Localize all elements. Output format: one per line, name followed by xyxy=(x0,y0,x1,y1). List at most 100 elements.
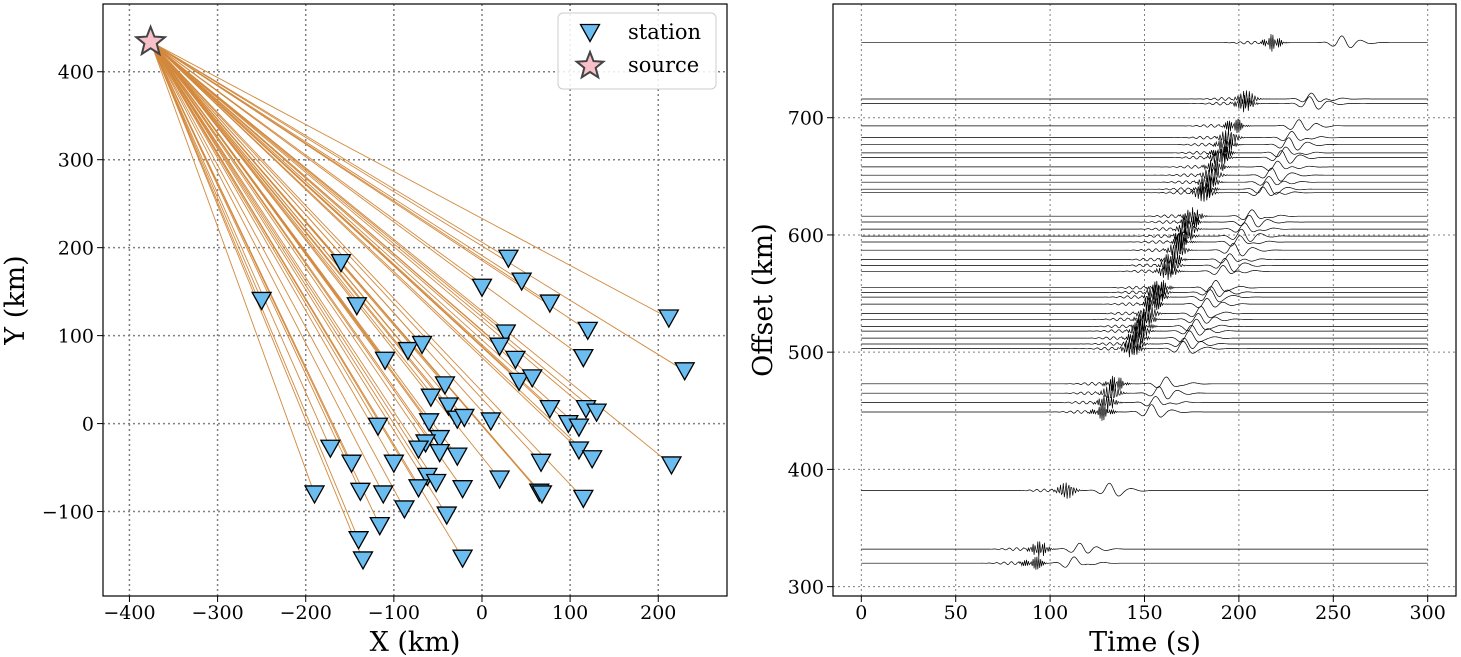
map-y-ticks: −100 0 100 200 300 400 xyxy=(42,62,103,524)
ray-path xyxy=(150,41,361,492)
station-marker xyxy=(504,350,527,370)
waveform-trace xyxy=(861,34,1428,52)
ray-path xyxy=(150,41,492,422)
station-marker xyxy=(531,485,553,505)
ray-path xyxy=(150,41,587,409)
map-x-tick-label: 0 xyxy=(476,602,488,624)
ray-path xyxy=(150,41,315,495)
station-marker xyxy=(429,443,451,463)
source-star xyxy=(133,24,168,57)
waveform-trace xyxy=(861,335,1428,352)
map-y-tick-label: 400 xyxy=(58,62,94,84)
legend-source-label: source xyxy=(628,53,699,77)
station-marker xyxy=(420,388,442,408)
ray-path xyxy=(150,41,419,450)
seismogram-x-tick-label: 0 xyxy=(855,602,867,624)
waveform-trace xyxy=(861,556,1428,570)
ray-path xyxy=(150,41,672,466)
seismogram-x-axis-label: Time (s) xyxy=(1089,627,1201,657)
station-marker xyxy=(330,253,352,273)
waveform-trace xyxy=(861,129,1428,146)
waveform-trace xyxy=(861,181,1428,197)
seismogram-grid xyxy=(833,4,1456,596)
seismogram-y-tick-label: 500 xyxy=(788,342,824,364)
legend-station-label: station xyxy=(628,20,701,44)
ray-path xyxy=(150,41,437,483)
waveform-trace xyxy=(861,288,1428,305)
waveform-trace xyxy=(861,339,1428,358)
waveform-trace xyxy=(861,233,1428,251)
station-marker xyxy=(251,291,273,311)
waveform-trace xyxy=(861,258,1428,275)
station-marker xyxy=(349,482,371,502)
waveform-trace xyxy=(861,322,1428,339)
waveform-trace xyxy=(861,280,1428,296)
seismogram-y-tick-label: 300 xyxy=(788,577,824,599)
ray-path xyxy=(150,41,500,480)
station-marker xyxy=(530,453,552,473)
waveform-trace xyxy=(861,311,1428,329)
station-marker xyxy=(572,489,594,509)
waveform-trace xyxy=(861,482,1428,499)
station-marker xyxy=(539,399,561,419)
waveform-trace xyxy=(861,118,1428,134)
waveform-trace xyxy=(861,375,1428,392)
map-x-tick-label: −400 xyxy=(103,602,155,624)
waveform-trace xyxy=(861,227,1428,245)
ray-path xyxy=(150,41,448,516)
seismogram-x-tick-label: 150 xyxy=(1126,602,1162,624)
station-marker xyxy=(495,324,517,344)
station-marker xyxy=(480,412,502,432)
station-marker xyxy=(319,439,341,459)
map-x-ticks: −400 −300 −200 −100 0 100 200 xyxy=(103,596,676,624)
ray-path xyxy=(150,41,588,331)
seismogram-x-ticks: 0 50 100 150 200 250 300 xyxy=(855,596,1446,624)
waveform-trace xyxy=(861,285,1428,301)
ray-path xyxy=(150,41,463,559)
legend-station-marker xyxy=(579,23,601,43)
map-y-tick-label: −100 xyxy=(42,502,94,524)
waveform-trace xyxy=(861,263,1428,281)
waveform-trace xyxy=(861,135,1428,153)
ray-path xyxy=(150,41,685,372)
legend: station source xyxy=(557,12,717,90)
seismogram-x-tick-label: 250 xyxy=(1315,602,1351,624)
station-marker xyxy=(539,294,561,314)
ray-path xyxy=(150,41,441,439)
ray-path xyxy=(150,41,458,457)
ray-path xyxy=(150,41,426,444)
station-marker xyxy=(383,454,405,474)
map-x-tick-label: 100 xyxy=(552,602,588,624)
station-marker xyxy=(369,516,391,536)
station-marker xyxy=(585,403,608,423)
station-marker xyxy=(425,473,447,493)
ray-path xyxy=(150,41,463,489)
station-marker xyxy=(437,397,460,417)
legend-station-entry: station xyxy=(579,20,701,44)
station-marker xyxy=(374,351,396,371)
ray-path xyxy=(150,41,580,428)
seismogram-y-tick-label: 700 xyxy=(788,108,824,130)
station-marker xyxy=(411,335,433,355)
ray-path xyxy=(150,41,522,282)
ray-path xyxy=(150,41,516,360)
station-marker xyxy=(397,341,419,361)
station-marker xyxy=(451,480,474,500)
source-marker xyxy=(133,24,168,57)
station-marker xyxy=(434,376,456,396)
seismogram-panel: 0 50 100 150 200 250 300 300 400 500 600 700 Time … xyxy=(748,3,1457,657)
ray-path xyxy=(150,41,381,526)
waveform-trace xyxy=(861,304,1428,321)
waveform-trace xyxy=(861,158,1428,176)
ray-path xyxy=(150,41,543,495)
seismogram-y-tick-label: 600 xyxy=(788,225,824,247)
station-marker xyxy=(346,297,368,317)
station-marker xyxy=(471,278,493,298)
ray-path xyxy=(150,41,542,463)
ray-path xyxy=(150,41,533,379)
station-marker xyxy=(303,485,326,505)
station-marker xyxy=(451,549,474,569)
station-marker xyxy=(497,249,520,269)
ray-path xyxy=(150,41,379,427)
